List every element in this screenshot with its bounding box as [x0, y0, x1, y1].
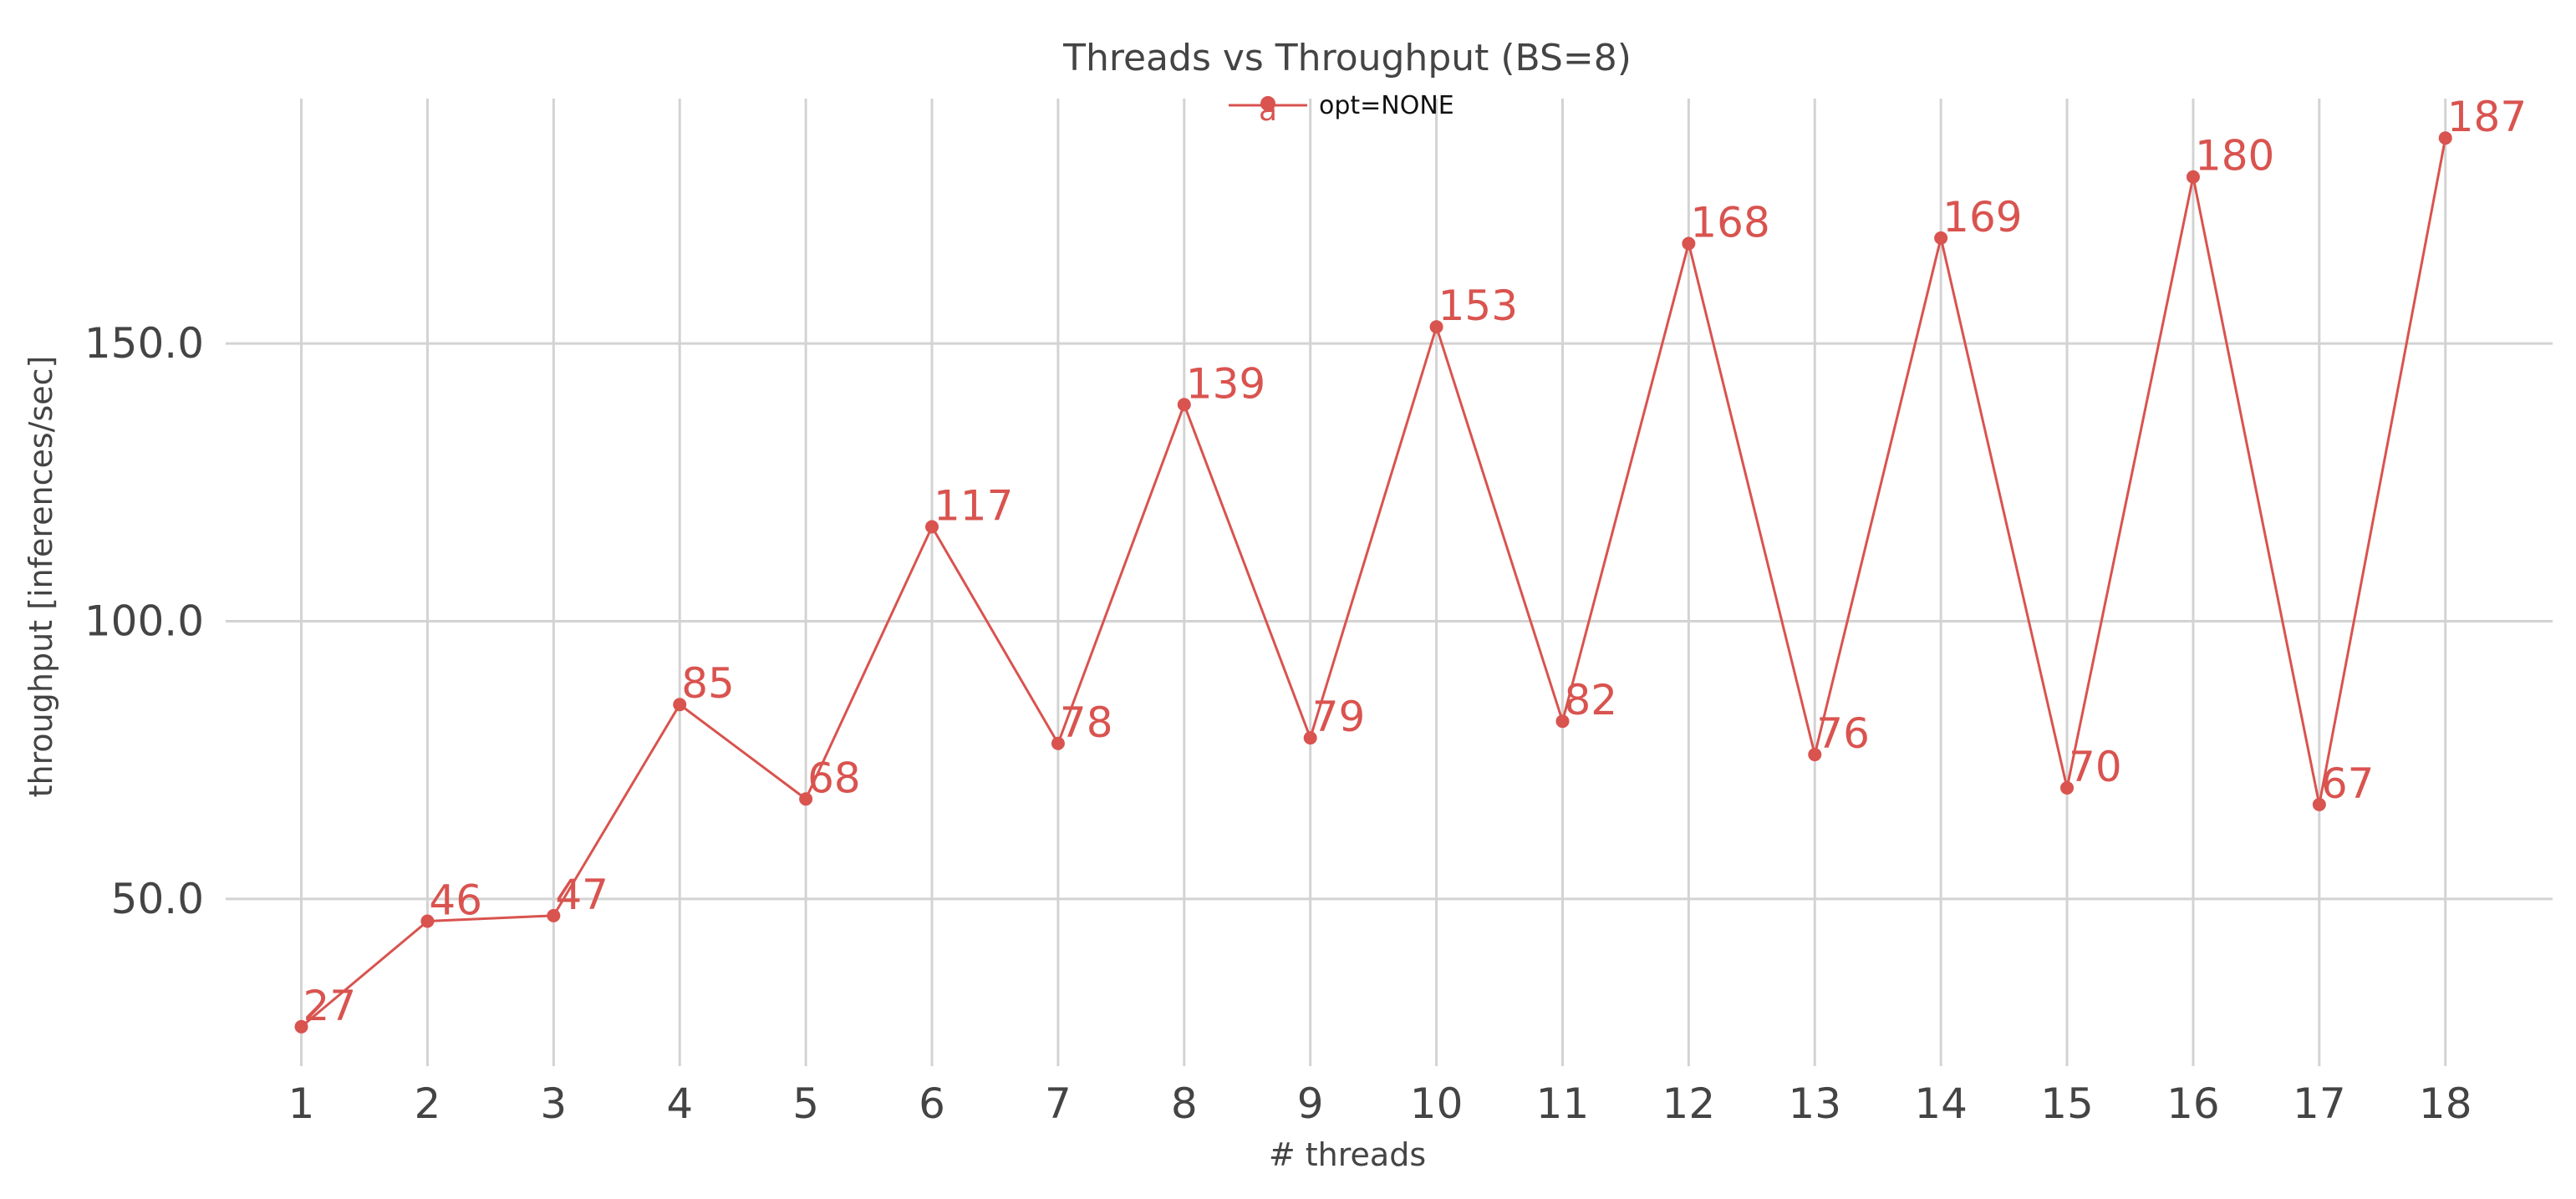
data-point	[2438, 131, 2452, 145]
legend-label: opt=NONE	[1319, 91, 1454, 120]
x-tick-label: 17	[2293, 1080, 2346, 1128]
data-label: 169	[1942, 193, 2022, 241]
data-label: 187	[2447, 93, 2527, 141]
x-tick-label: 14	[1914, 1080, 1968, 1128]
y-tick-label: 50.0	[111, 875, 204, 923]
y-tick-label: 150.0	[84, 319, 204, 368]
x-tick-label: 5	[792, 1080, 819, 1128]
y-axis-label: throughput [inferences/sec]	[23, 356, 59, 798]
data-point	[2186, 170, 2200, 184]
y-gridlines	[226, 342, 2553, 901]
y-tick-labels: 50.0 100.0 150.0	[84, 319, 204, 923]
x-tick-label: 8	[1171, 1080, 1198, 1128]
x-tick-label: 12	[1662, 1080, 1716, 1128]
data-point	[2312, 797, 2326, 811]
data-label: 168	[1690, 199, 1769, 247]
data-label: 70	[2069, 743, 2122, 791]
data-label: 47	[555, 871, 608, 919]
x-tick-label: 18	[2419, 1080, 2472, 1128]
series-opt-none	[294, 131, 2452, 1034]
x-tick-label: 16	[2166, 1080, 2220, 1128]
data-label: 68	[807, 754, 861, 802]
data-point	[1808, 748, 1822, 762]
data-point	[1429, 320, 1443, 334]
data-label: 117	[934, 482, 1013, 531]
data-point	[1051, 736, 1065, 750]
y-tick-label: 100.0	[84, 597, 204, 646]
data-point	[420, 914, 435, 928]
x-tick-label: 4	[666, 1080, 693, 1128]
x-tick-label: 10	[1410, 1080, 1464, 1128]
data-point	[294, 1019, 308, 1034]
x-tick-labels: 1 2 3 4 5 6 7 8 9 10 11 12 13 14 15 16 17 18	[288, 1080, 2472, 1128]
x-tick-label: 9	[1297, 1080, 1324, 1128]
data-point	[1682, 236, 1696, 251]
data-labels: 27 46 47 85 68 117 78 139 79 153 82 168 76 169 70 180 67…	[303, 93, 2528, 1030]
data-point	[1934, 231, 1948, 245]
data-label: 139	[1186, 359, 1265, 408]
x-axis-label: # threads	[1269, 1136, 1426, 1173]
x-tick-label: 13	[1788, 1080, 1841, 1128]
data-label: 180	[2195, 132, 2274, 180]
x-tick-label: 2	[415, 1080, 441, 1128]
x-tick-label: 3	[540, 1080, 567, 1128]
series-line	[300, 137, 2447, 1028]
x-tick-label: 6	[919, 1080, 945, 1128]
data-label: 76	[1816, 709, 1870, 758]
data-point	[1555, 714, 1570, 729]
data-point	[2060, 780, 2075, 795]
data-point	[1177, 398, 1191, 412]
data-point	[547, 908, 561, 922]
x-tick-label: 11	[1536, 1080, 1590, 1128]
x-tick-label: 7	[1045, 1080, 1072, 1128]
x-tick-label: 1	[288, 1080, 315, 1128]
data-label: 79	[1312, 693, 1366, 741]
legend-marker	[1260, 96, 1275, 111]
data-label: 78	[1060, 699, 1113, 747]
data-label: 67	[2321, 760, 2375, 808]
data-point	[673, 698, 687, 712]
data-label: 27	[303, 982, 357, 1030]
data-point	[925, 520, 939, 534]
data-label: 85	[681, 659, 735, 708]
data-point	[1303, 731, 1317, 745]
data-label: 153	[1438, 282, 1518, 330]
chart-title: Threads vs Throughput (BS=8)	[1062, 37, 1632, 79]
data-label: 46	[429, 876, 482, 924]
legend-marker-glyph: a	[1259, 94, 1277, 128]
x-gridlines	[300, 99, 2447, 1066]
x-tick-label: 15	[2040, 1080, 2094, 1128]
data-point	[799, 792, 813, 806]
legend: a opt=NONE	[1229, 91, 1454, 128]
data-label: 82	[1564, 676, 1617, 724]
